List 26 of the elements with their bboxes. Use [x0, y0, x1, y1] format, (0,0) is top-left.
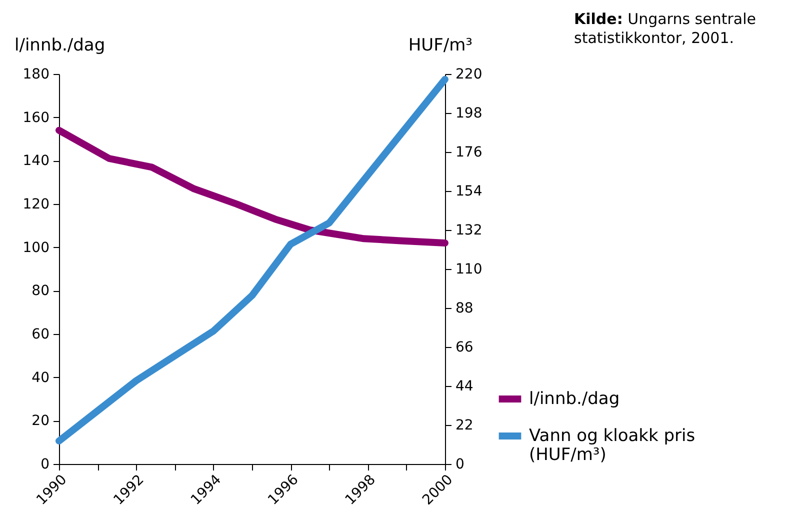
y-tick-label: 140 — [22, 153, 50, 170]
y-tick-label: 60 — [32, 326, 50, 342]
y2-tick-label: 88 — [456, 300, 474, 316]
legend-label: Vann og kloakk pris (HUF/m³) — [529, 426, 696, 465]
y-tick-label: 120 — [22, 196, 50, 212]
y-tick-label: 160 — [22, 110, 50, 126]
y2-tick-label: 132 — [456, 222, 482, 238]
y2-tick-label: 22 — [456, 418, 474, 434]
y-tick-label: 180 — [22, 66, 50, 82]
y-axis-title: l/innb./dag — [14, 36, 106, 56]
y2-tick-label: 110 — [456, 262, 482, 278]
y2-tick-label: 44 — [456, 378, 474, 394]
legend-label: l/innb./dag — [529, 389, 620, 409]
y2-tick-label: 176 — [456, 144, 482, 160]
y-tick-label: 20 — [32, 413, 50, 430]
y2-axis-title: HUF/m³ — [408, 36, 472, 56]
y-tick-label: 0 — [40, 456, 50, 472]
y2-tick-label: 220 — [456, 66, 482, 82]
y2-tick-label: 66 — [456, 340, 474, 356]
y2-tick-label: 0 — [456, 456, 464, 472]
y2-tick-label: 154 — [456, 184, 482, 200]
text: Kilde: Ungarns sentrale statistikkontor, 2001. — [574, 10, 757, 48]
y-tick-label: 40 — [32, 370, 50, 386]
y-tick-label: 80 — [32, 283, 50, 300]
y2-tick-label: 198 — [456, 106, 482, 122]
y-tick-label: 100 — [22, 240, 50, 256]
